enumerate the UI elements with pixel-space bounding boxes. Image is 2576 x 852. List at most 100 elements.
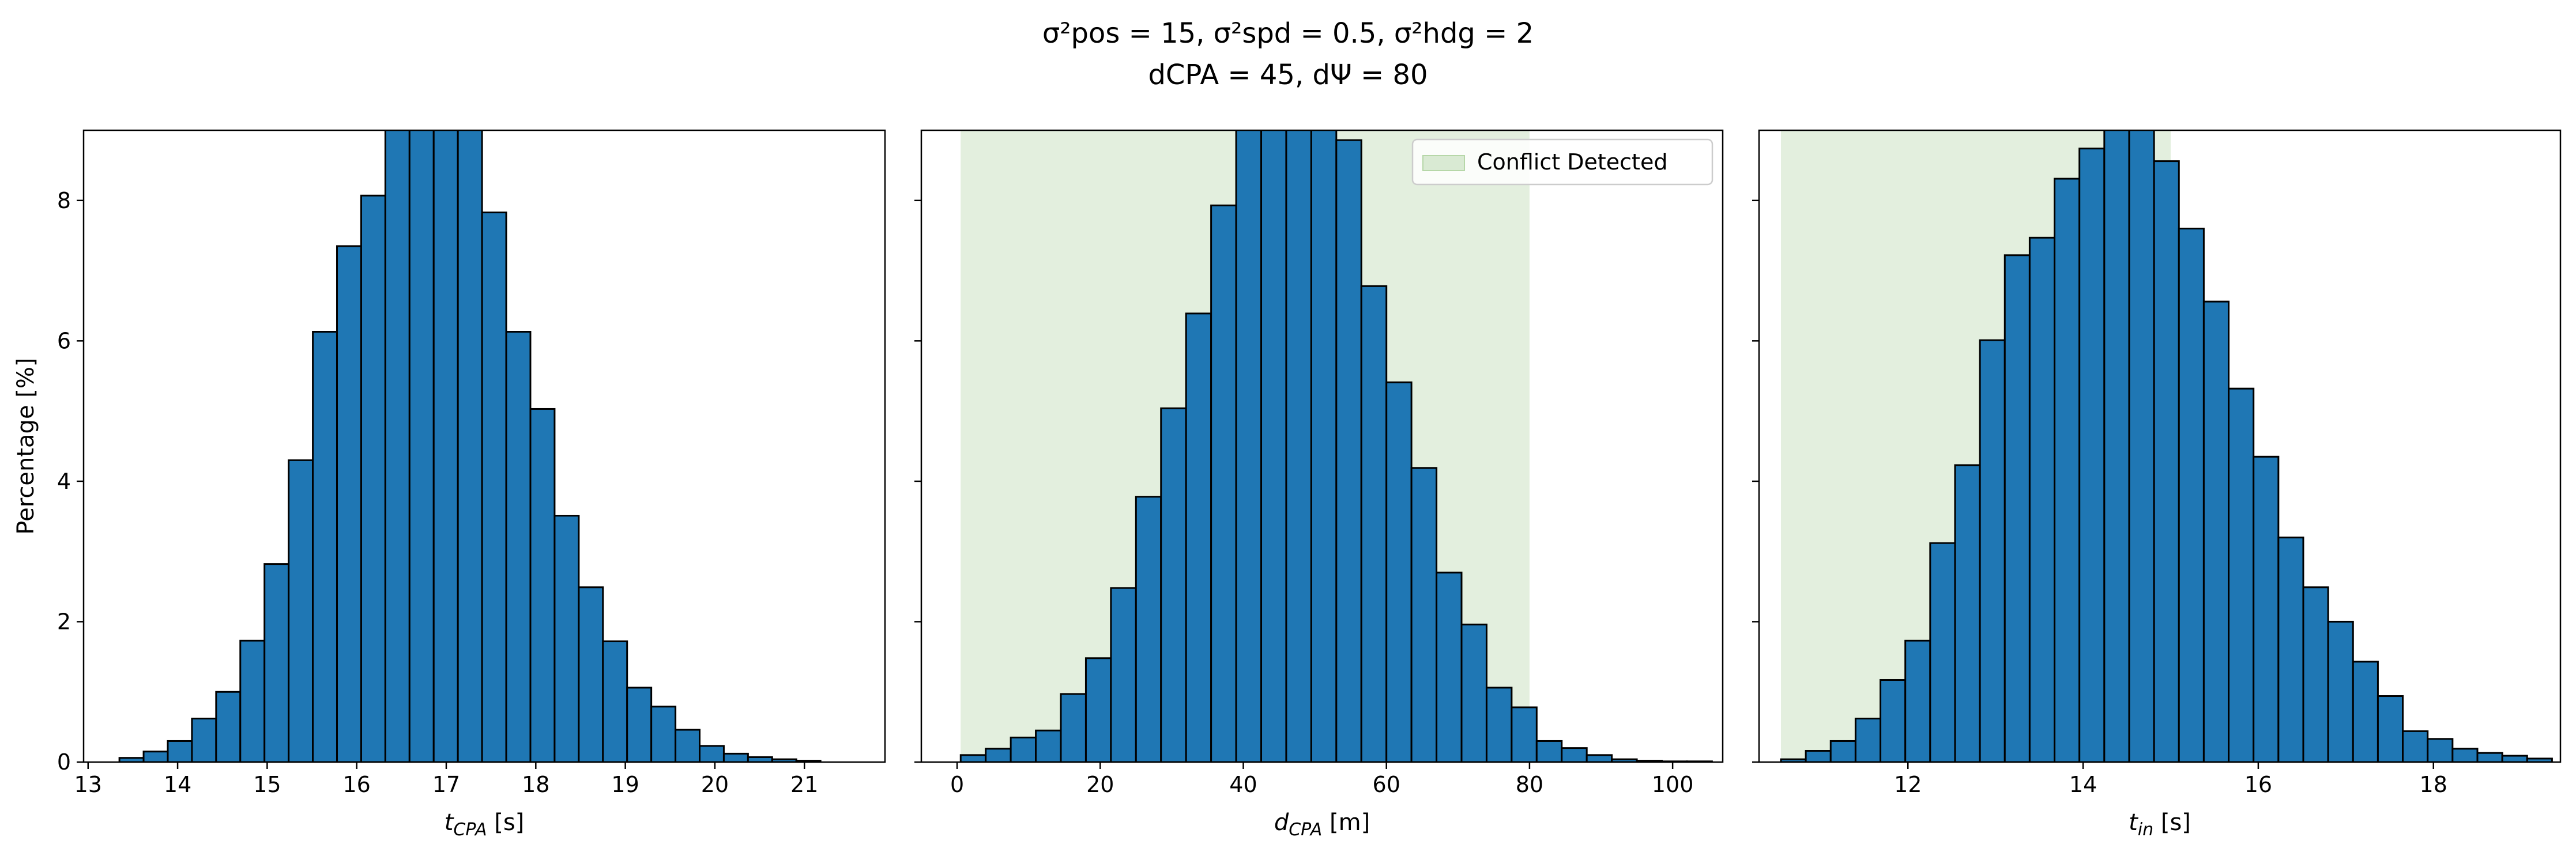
histogram-bar [747,756,773,762]
y-tick-label: 0 [57,749,71,775]
histogram-bar [2253,455,2280,762]
histogram-bar [432,130,459,762]
legend-box [1411,138,1713,186]
histogram-bar [2476,752,2503,762]
histogram-bar [1084,657,1112,762]
x-tick-label: 12 [1894,772,1922,797]
chart-panel-2: 0 20 40 60 80 100 dCPA [m] Conflict Detected [914,129,1724,840]
histogram-bar [2451,748,2479,762]
histogram-bar [408,130,435,762]
histogram-bar [2128,130,2155,762]
x-tick-label: 17 [432,772,460,797]
histogram-bar [2302,586,2329,762]
x-tick-label: 20 [1086,772,1114,797]
histogram-bar [675,729,701,762]
x-tick-label: 21 [790,772,818,797]
histogram-bar [1535,740,1563,762]
histogram-bar [1060,693,1087,762]
chart-panel-3: 12 14 16 18 tin [s] [1752,129,2562,840]
x-tick-label: 0 [950,772,964,797]
x-tick-label: 60 [1373,772,1400,797]
x-tick-label: 18 [522,772,549,797]
y-tick-label: 6 [57,328,71,353]
figure-title-line-2: dCPA = 45, dΨ = 80 [1148,59,1428,91]
axes-frame [1758,129,2562,763]
histogram-bar [1485,687,1513,762]
histogram-bar [1805,750,1832,762]
histogram-bar [553,515,580,762]
histogram-bar [1436,571,1463,762]
axes-frame [82,129,886,763]
histogram-bar [2054,178,2081,762]
histogram-bar [2402,730,2429,762]
histogram-bar [1829,740,1856,762]
histogram-bar [239,639,266,762]
histogram-bar [602,640,628,762]
histogram-bar [529,408,556,762]
histogram-bar [1585,754,1613,762]
x-tick-label: 15 [253,772,281,797]
histogram-bar [959,754,987,762]
x-tick-label: 18 [2420,772,2447,797]
histogram-bar [1904,639,1931,762]
histogram-bar [384,130,410,762]
histogram-bar [1385,381,1413,762]
histogram-bar [1010,736,1037,762]
x-tick-label: 13 [74,772,102,797]
histogram-bar [2028,236,2056,762]
histogram-bar [1160,407,1187,762]
histogram-bar [650,706,677,762]
x-tick-label: 14 [164,772,191,797]
histogram-bar [2003,254,2031,762]
histogram-bar [985,748,1012,762]
histogram-bar [481,211,507,762]
x-axis-label: dCPA [m] [1274,809,1370,840]
histogram-bar [1460,623,1487,762]
histogram-bar [578,586,604,762]
histogram-bar [2501,755,2528,762]
histogram-bar [336,245,362,762]
histogram-bar [2526,757,2553,762]
y-tick-label: 4 [57,469,71,494]
histogram-bar [1954,464,1981,762]
histogram-bar [1511,706,1538,762]
histogram-bar [1979,339,2006,762]
x-axis-label: tin [s] [2129,809,2191,840]
histogram-bar [505,331,532,762]
bars [118,130,822,762]
histogram-bar [263,563,290,762]
histogram-bar [215,691,242,762]
histogram-bar [1335,139,1362,762]
histogram-bar [1260,130,1287,762]
y-axis-label: Percentage [%] [13,358,39,535]
x-axis-label: tCPA [s] [445,809,525,840]
histogram-bar [1135,496,1162,762]
histogram-bar [2228,387,2255,762]
histogram-bar [457,130,483,762]
histogram-bar [2153,160,2180,762]
histogram-bar [167,740,193,762]
histogram-bar [2427,738,2454,762]
histogram-bar [1235,130,1263,762]
figure-title-line-1: σ²pos = 15, σ²spd = 0.5, σ²hdg = 2 [1042,17,1534,50]
histogram-bar [2202,300,2230,762]
histogram-bar [1310,130,1338,762]
x-tick-label: 100 [1652,772,1694,797]
histogram-bar [722,752,749,762]
histogram-bar [2103,130,2130,762]
chart-panel-1: 13 14 15 16 17 18 19 20 21 0 2 4 6 8 tCPA [s] Percentag… [13,129,886,840]
histogram-bar [142,751,169,762]
histogram-bar [288,459,314,762]
histogram-bar [626,687,653,762]
histogram-bar [2178,227,2205,762]
histogram-bar [1854,717,1882,762]
histogram-bar [2352,661,2379,762]
legend-label: Conflict Detected [1477,149,1667,175]
bars [959,130,1713,762]
y-tick-label: 2 [57,609,71,634]
x-tick-label: 16 [343,772,371,797]
histogram-bar [2277,536,2304,762]
histogram-bar [2327,620,2354,762]
x-tick-label: 20 [701,772,729,797]
